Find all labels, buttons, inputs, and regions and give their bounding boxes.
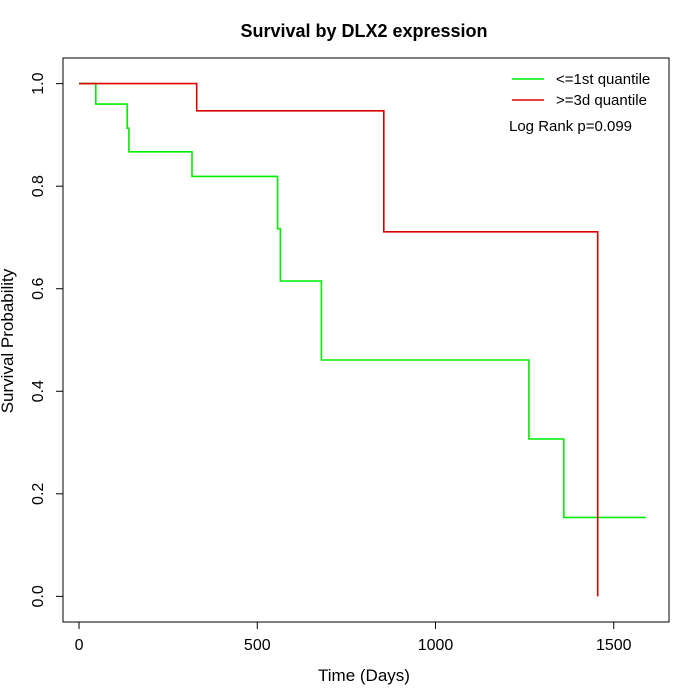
x-axis: 0 500 1000 1500	[75, 621, 632, 654]
y-tick-label: 1.0	[30, 72, 47, 94]
legend: <=1st quantile >=3d quantile	[512, 71, 650, 109]
x-tick-label: 1000	[418, 637, 454, 654]
x-tick-label: 1500	[596, 637, 632, 654]
log-rank-annotation: Log Rank p=0.099	[509, 118, 632, 135]
x-tick-label: 500	[244, 637, 271, 654]
series-line-1	[79, 82, 646, 519]
y-tick-label: 0.6	[30, 278, 47, 300]
y-axis: 0.0 0.2 0.4 0.6 0.8 1.0	[30, 72, 64, 607]
chart-title: Survival by DLX2 expression	[240, 21, 487, 41]
x-tick-label: 0	[75, 637, 84, 654]
x-axis-label: Time (Days)	[318, 666, 410, 685]
y-tick-label: 0.8	[30, 175, 47, 197]
series-layer	[79, 82, 646, 597]
y-tick-label: 0.2	[30, 483, 47, 505]
plot-frame	[62, 57, 670, 623]
y-tick-label: 0.4	[30, 380, 47, 402]
y-axis-label: Survival Probability	[0, 268, 17, 413]
series-line-2	[79, 82, 599, 597]
legend-label: >=3d quantile	[556, 92, 647, 109]
legend-label: <=1st quantile	[556, 71, 650, 88]
y-tick-label: 0.0	[30, 585, 47, 607]
